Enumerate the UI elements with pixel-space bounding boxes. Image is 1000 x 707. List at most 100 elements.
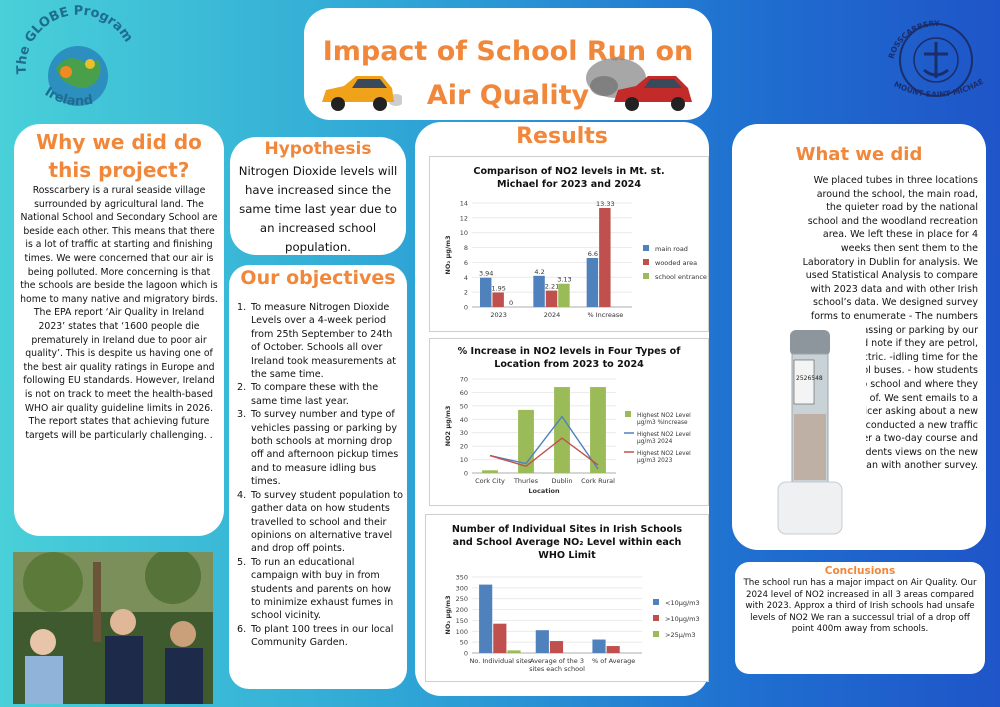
y-tick-label: 300 <box>456 584 468 592</box>
objective-item: 5. To run an educational campaign with bu… <box>237 556 403 623</box>
bar <box>482 470 498 473</box>
legend-swatch <box>643 273 649 279</box>
why-heading-line-2: this project? <box>48 158 190 182</box>
y-tick-label: 200 <box>456 606 468 614</box>
legend-swatch <box>653 615 659 621</box>
objectives-list: 1. To measure Nitrogen Dioxide Levels ove… <box>237 301 403 650</box>
why-body-text: Rosscarbery is a rural seaside village s… <box>20 185 218 441</box>
what-we-did-section: What we did We placed tubes in three loc… <box>732 124 986 550</box>
why-heading: Why we did do this project? <box>14 128 224 184</box>
bar <box>549 641 564 653</box>
legend-swatch <box>653 631 659 637</box>
bar <box>545 290 558 307</box>
y-tick-label: 30 <box>460 429 468 437</box>
objective-text: To run an educational campaign with buy … <box>251 556 394 622</box>
bar <box>480 277 492 307</box>
bar <box>606 646 620 653</box>
y-axis-label: NO₂ µg/m3 <box>444 235 452 274</box>
bar <box>592 639 606 653</box>
chart-3-title-line-1: Number of Individual Sites in Irish Scho… <box>451 524 683 535</box>
data-label: 6.6 <box>588 250 598 258</box>
series-line <box>489 415 599 470</box>
objective-number: 2. <box>237 382 247 394</box>
legend-label: >25µ/m3 <box>665 631 696 639</box>
legend-label: <10µg/m3 <box>665 599 700 607</box>
chart-1-title-line-1: Comparison of NO2 levels in Mt. st. <box>473 166 665 177</box>
objective-text: To measure Nitrogen Dioxide Levels over … <box>251 302 396 381</box>
y-axis-label: NO₂ µg/m3 <box>444 595 452 634</box>
legend-swatch <box>625 411 631 417</box>
legend-label: school entrance <box>655 273 707 281</box>
data-label: 3.94 <box>479 270 493 278</box>
y-tick-label: 20 <box>460 443 468 451</box>
y-axis-label: NO2 µg/m3 <box>444 406 452 447</box>
globe-program-logo: The GLOBE Program Ireland <box>15 4 136 110</box>
objectives-heading: Our objectives <box>240 267 396 289</box>
results-heading: Results <box>516 124 608 149</box>
chart-3-title-line-3: WHO Limit <box>538 550 596 561</box>
legend-swatch <box>653 599 659 605</box>
y-tick-label: 0 <box>464 470 468 478</box>
chart-who-limit: Number of Individual Sites in Irish Scho… <box>425 514 709 682</box>
bar <box>590 387 606 473</box>
x-tick-label: Cork City <box>475 477 505 485</box>
y-tick-label: 10 <box>460 229 468 237</box>
bar <box>507 650 521 653</box>
y-tick-label: 4 <box>464 274 468 282</box>
why-heading-line-1: Why we did do <box>36 130 202 154</box>
y-tick-label: 350 <box>456 574 468 582</box>
legend-label: Highest NO2 Level µg/m3 2024 <box>637 432 691 445</box>
x-tick-label: 2024 <box>544 311 561 319</box>
y-tick-label: 6 <box>464 259 468 267</box>
x-tick-label: Cork Rural <box>581 477 615 485</box>
objective-text: To survey student population to gather d… <box>251 489 403 555</box>
y-tick-label: 100 <box>456 628 468 636</box>
y-tick-label: 50 <box>460 639 468 647</box>
why-section: Why we did do this project? Rosscarbery … <box>14 124 224 536</box>
legend-label: wooded area <box>655 259 697 267</box>
bar <box>558 283 570 307</box>
conclusions-section: Conclusions The school run has a major i… <box>735 562 985 674</box>
y-tick-label: 0 <box>464 650 468 658</box>
chart-no2-comparison: Comparison of NO2 levels in Mt. st. Mich… <box>429 156 709 332</box>
legend-label: main road <box>655 245 688 253</box>
x-tick-label: No. Individual sites <box>469 657 531 665</box>
bar <box>493 623 507 653</box>
y-tick-label: 0 <box>464 304 468 312</box>
chart-3-title-line-2: and School Average NO₂ Level within each <box>452 537 682 548</box>
bar <box>479 584 493 653</box>
chart-2-title: % Increase in NO2 levels in Four Types o… <box>430 345 708 371</box>
legend-label: >10µg/m3 <box>665 615 700 623</box>
y-tick-label: 2 <box>464 289 468 297</box>
y-tick-label: 14 <box>460 200 468 208</box>
legend-label: Highest NO2 Level µg/m3 %Increase <box>637 413 691 426</box>
x-tick-label: Average of the 3 sites each school <box>529 657 585 673</box>
legend-swatch <box>643 259 649 265</box>
chart-1-title-line-2: Michael for 2023 and 2024 <box>496 179 642 190</box>
chart-2-title-line-1: % Increase in NO2 levels in Four Types o… <box>457 346 681 357</box>
y-tick-label: 70 <box>460 376 468 384</box>
data-label: 4.2 <box>534 268 544 276</box>
bar <box>586 257 599 307</box>
title-line-2: Air Quality <box>426 80 590 111</box>
what-we-did-heading: What we did <box>795 144 923 165</box>
legend-label: Highest NO2 Level µg/m3 2023 <box>637 451 691 464</box>
y-tick-label: 50 <box>460 402 468 410</box>
objective-item: 1. To measure Nitrogen Dioxide Levels ove… <box>237 301 403 381</box>
y-tick-label: 60 <box>460 389 468 397</box>
title-card: Impact of School Run on Air Quality <box>304 8 712 120</box>
results-section: Results Comparison of NO2 levels in Mt. … <box>415 122 709 696</box>
data-label: 2.21 <box>545 283 559 291</box>
red-car-icon <box>586 58 692 111</box>
chart-2-plot: 0 10 20 30 40 50 60 70 NO2 µg/m3 Cork City Thurles… <box>444 376 691 496</box>
bar <box>535 630 549 653</box>
what-we-did-body-text: We placed tubes in three locations aroun… <box>801 175 978 472</box>
yellow-car-icon <box>322 76 402 111</box>
objective-item: 2. To compare these with the same time la… <box>237 381 403 408</box>
chart-3-plot: 0 50 100 150 200 250 300 350 NO₂ µg/m3 No. Indivi… <box>444 574 700 674</box>
objective-number: 3. <box>237 409 247 421</box>
objectives-section: Our objectives 1. To measure Nitrogen Dio… <box>229 265 407 689</box>
x-axis-label: Location <box>528 487 560 495</box>
x-tick-label: % Increase <box>587 311 623 319</box>
